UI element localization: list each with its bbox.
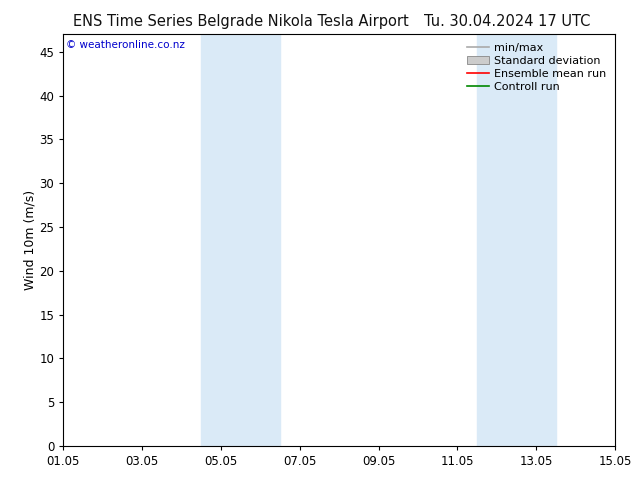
Text: Tu. 30.04.2024 17 UTC: Tu. 30.04.2024 17 UTC: [424, 14, 590, 29]
Bar: [202, 34, 280, 446]
Text: © weatheronline.co.nz: © weatheronline.co.nz: [66, 41, 185, 50]
Y-axis label: Wind 10m (m/s): Wind 10m (m/s): [23, 190, 37, 290]
Text: ENS Time Series Belgrade Nikola Tesla Airport: ENS Time Series Belgrade Nikola Tesla Ai…: [73, 14, 409, 29]
Bar: [477, 34, 556, 446]
Legend: min/max, Standard deviation, Ensemble mean run, Controll run: min/max, Standard deviation, Ensemble me…: [464, 40, 609, 95]
